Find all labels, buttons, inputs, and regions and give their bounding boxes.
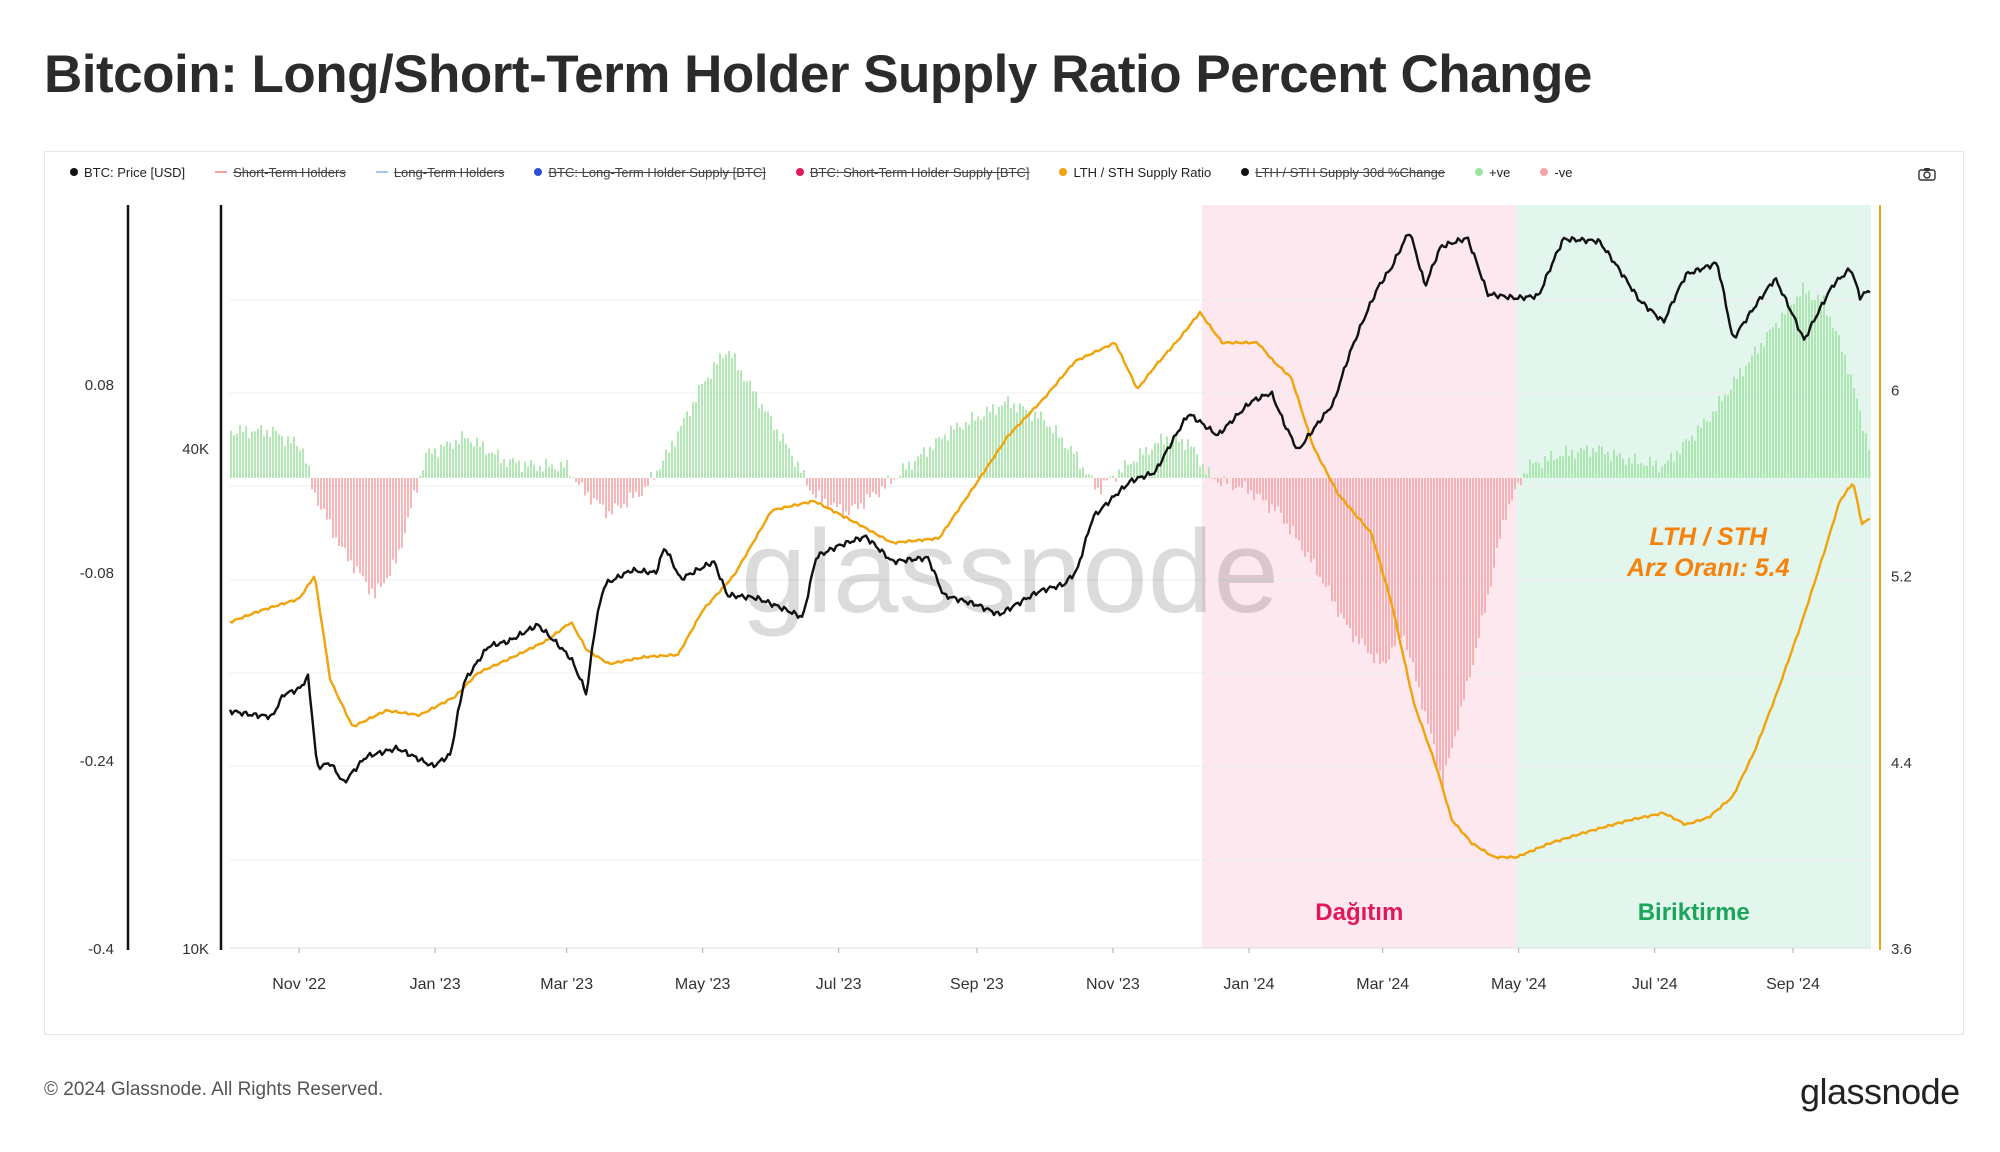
ratio-axis-tick-label: 6 (1891, 382, 1899, 399)
x-tick-label: Mar '23 (540, 976, 593, 993)
ratio-annotation-line-0: LTH / STH (1649, 523, 1768, 551)
camera-icon[interactable] (1918, 167, 1936, 181)
legend-label: Short-Term Holders (233, 164, 346, 180)
ratio-axis-tick-label: 5.2 (1891, 569, 1912, 586)
chart-title: Bitcoin: Long/Short-Term Holder Supply R… (44, 45, 1592, 104)
chart-legend: BTC: Price [USD] Short-Term Holders Long-T… (70, 163, 1572, 181)
x-tick-label: Jan '24 (1223, 976, 1274, 993)
price-series-line (228, 233, 1871, 784)
legend-label: LTH / STH Supply 30d %Change (1255, 164, 1446, 180)
legend-item-3[interactable]: BTC: Long-Term Holder Supply [BTC] (534, 164, 766, 180)
legend-label: Long-Term Holders (393, 164, 505, 180)
pct-axis-tick-label: 0.08 (85, 377, 114, 394)
legend-swatch (795, 168, 804, 176)
legend-label: BTC: Price [USD] (84, 164, 186, 180)
legend-item-0[interactable]: BTC: Price [USD] (70, 165, 185, 180)
pct-axis-tick-label: -0.24 (80, 753, 114, 770)
brand-logo: glassnode (1800, 1071, 1960, 1112)
region-0-label: Dağıtım (1315, 899, 1403, 926)
legend-swatch (375, 171, 388, 173)
legend-item-5[interactable]: LTH / STH Supply Ratio (1059, 165, 1211, 180)
x-tick-label: Sep '23 (950, 976, 1004, 993)
legend-swatch (1241, 168, 1250, 176)
legend-swatch (534, 168, 543, 176)
copyright-text: © 2024 Glassnode. All Rights Reserved. (44, 1079, 384, 1100)
legend-swatch (70, 168, 78, 176)
legend-item-7[interactable]: +ve (1475, 165, 1510, 180)
price-axis-tick-label: 40K (182, 441, 209, 458)
ratio-axis-tick-label: 3.6 (1891, 941, 1912, 958)
x-tick-label: Jul '23 (816, 976, 862, 993)
legend-item-1[interactable]: Short-Term Holders (215, 165, 346, 180)
ratio-annotation-line-1: Arz Oranı: 5.4 (1626, 554, 1790, 582)
region-1-label: Biriktirme (1638, 899, 1750, 926)
legend-item-4[interactable]: BTC: Short-Term Holder Supply [BTC] (795, 164, 1030, 180)
x-tick-label: Jul '24 (1632, 976, 1678, 993)
pct-axis-tick-label: -0.08 (80, 565, 114, 582)
ratio-series-line (229, 310, 1871, 860)
x-tick-label: May '23 (675, 976, 731, 993)
legend-swatch (215, 171, 228, 173)
x-tick-label: May '24 (1491, 976, 1547, 993)
legend-item-8[interactable]: -ve (1540, 165, 1572, 180)
pct-axis-tick-label: -0.4 (88, 941, 114, 958)
legend-label: BTC: Long-Term Holder Supply [BTC] (548, 164, 766, 180)
legend-label: BTC: Short-Term Holder Supply [BTC] (809, 164, 1030, 180)
legend-swatch (1475, 168, 1484, 176)
pct-change-bars (230, 282, 1870, 789)
x-tick-label: Nov '22 (272, 976, 326, 993)
x-tick-label: Nov '23 (1086, 976, 1140, 993)
x-tick-label: Mar '24 (1356, 976, 1409, 993)
x-tick-label: Sep '24 (1766, 976, 1820, 993)
legend-label: LTH / STH Supply Ratio (1073, 164, 1212, 180)
legend-swatch (1059, 168, 1068, 176)
x-tick-label: Jan '23 (410, 976, 461, 993)
ratio-axis-tick-label: 4.4 (1891, 755, 1912, 772)
legend-swatch (1540, 168, 1549, 176)
legend-label: -ve (1554, 164, 1573, 180)
watermark-text: glassnode (741, 506, 1279, 638)
legend-item-6[interactable]: LTH / STH Supply 30d %Change (1241, 165, 1445, 180)
legend-item-2[interactable]: Long-Term Holders (375, 164, 505, 180)
price-axis-tick-label: 10K (182, 941, 209, 958)
legend-label: +ve (1489, 164, 1511, 180)
